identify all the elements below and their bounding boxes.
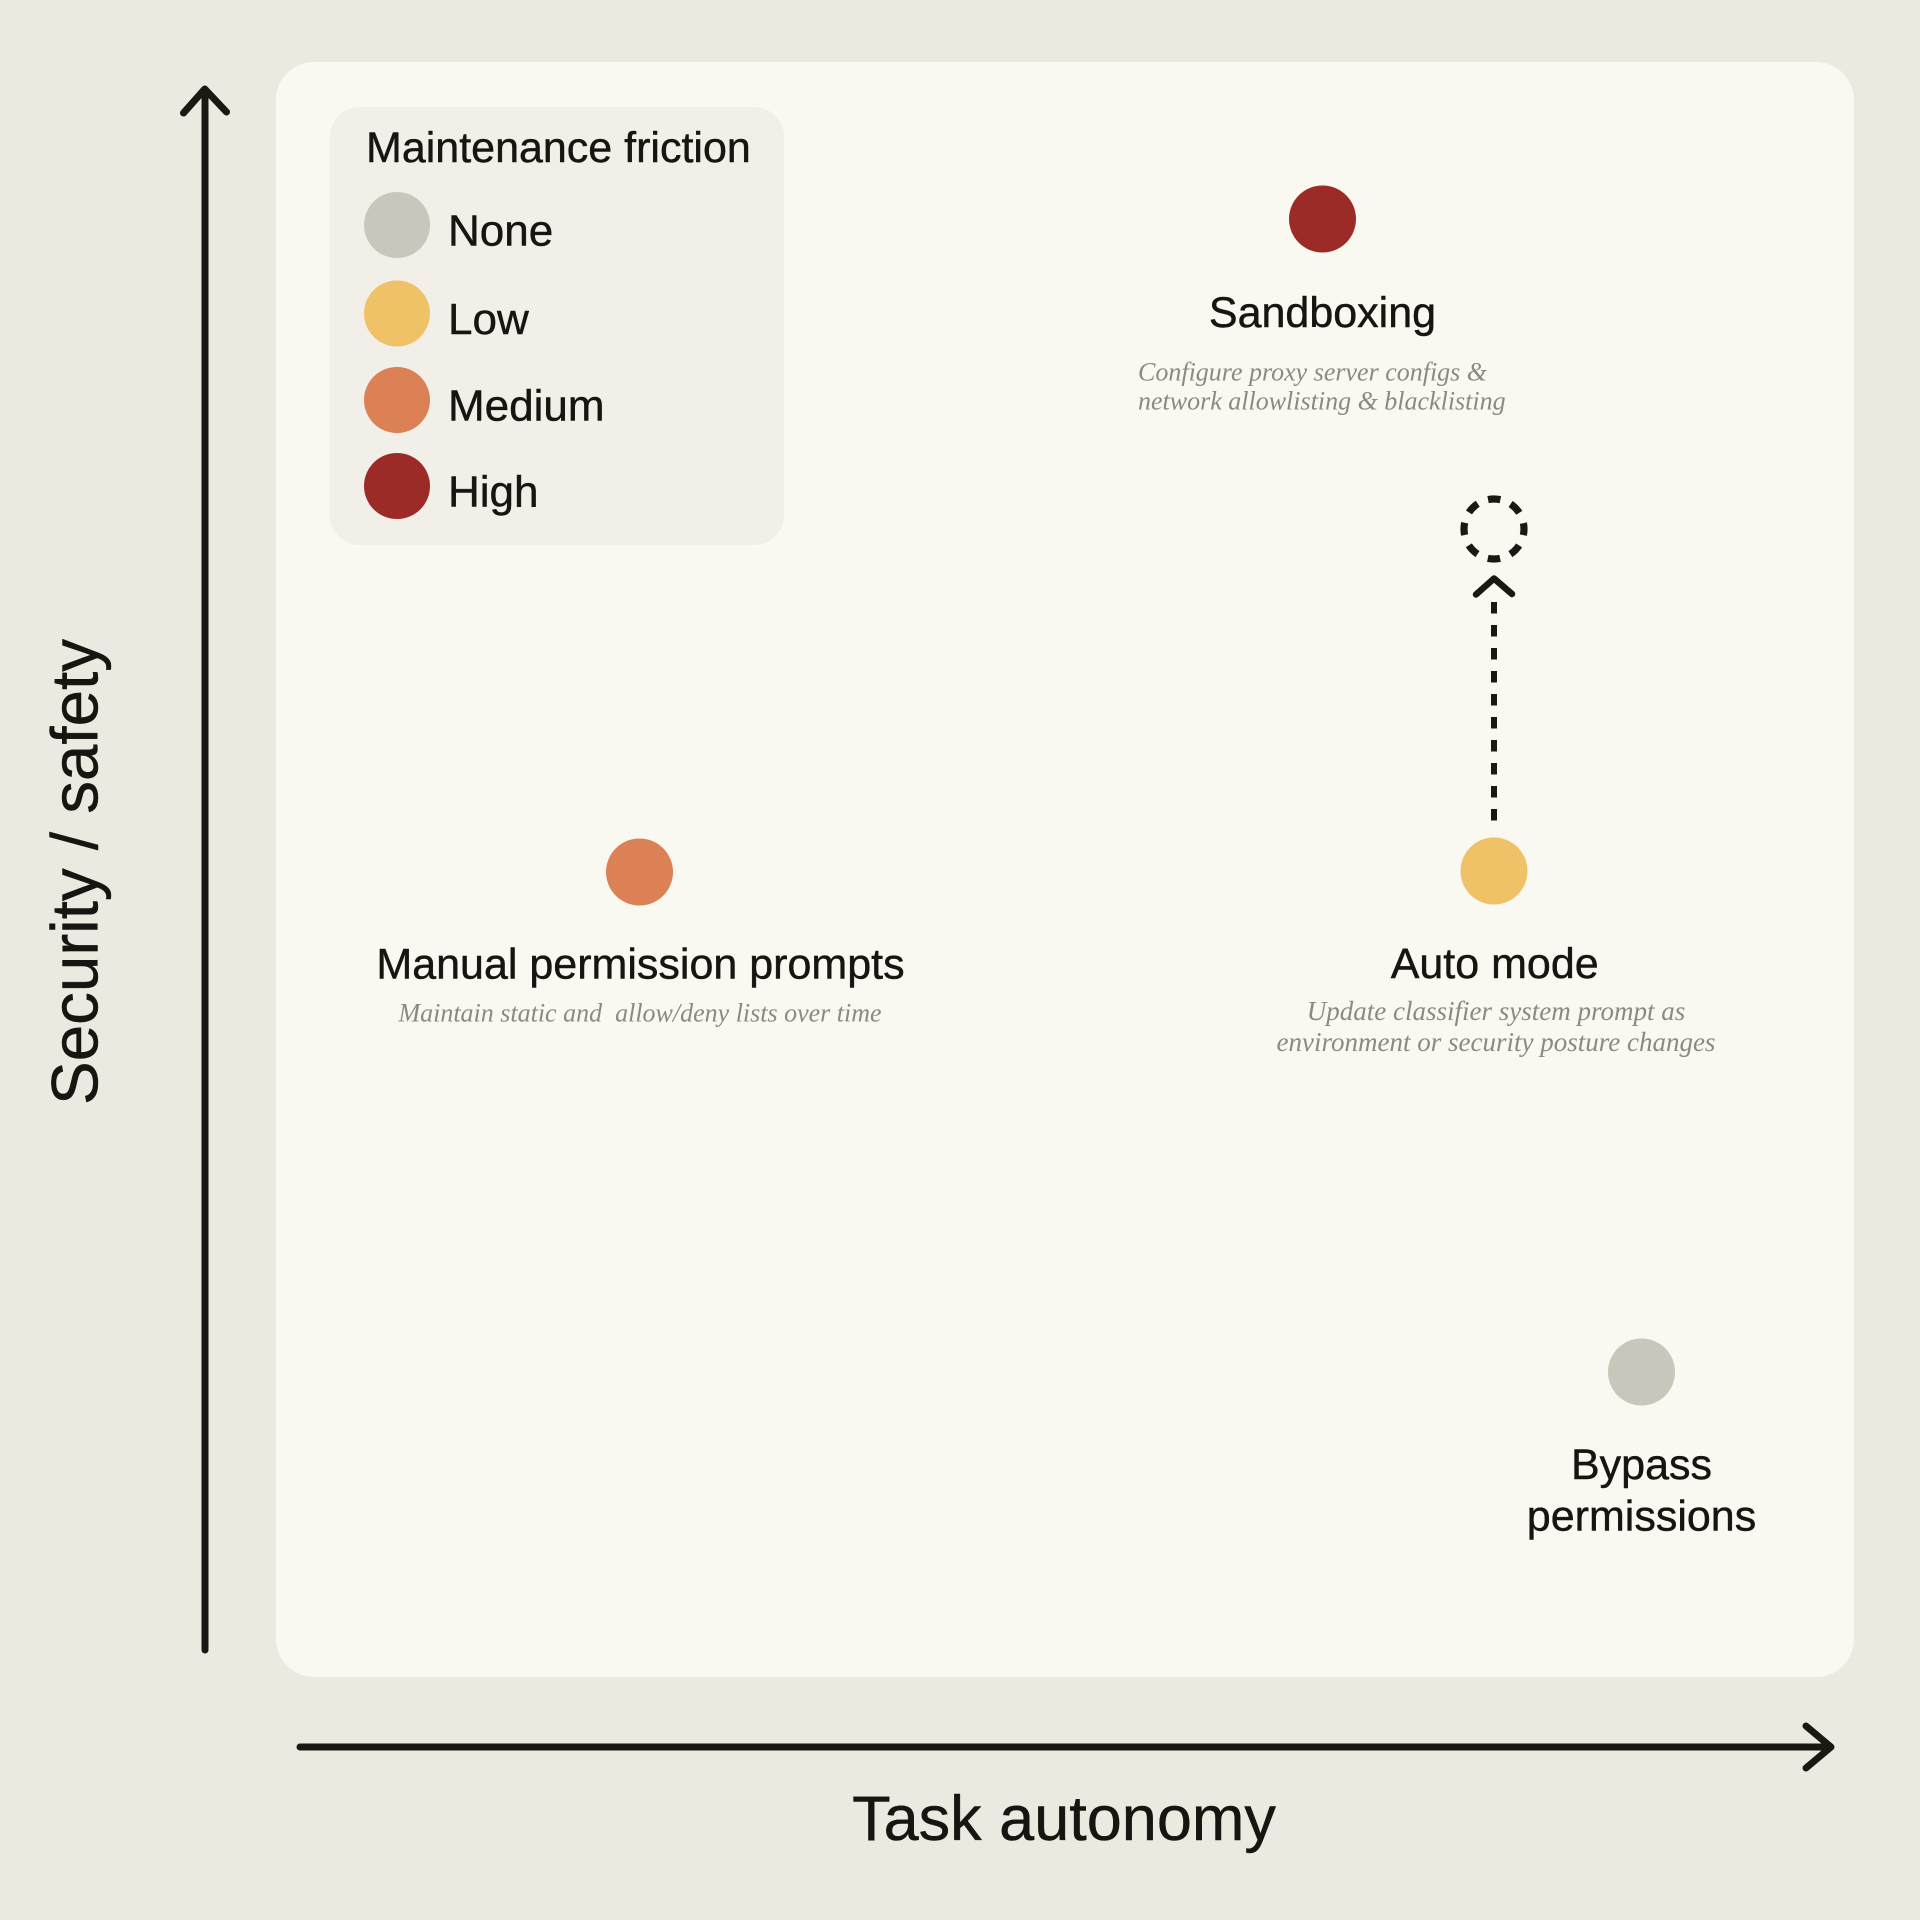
svg-text:Task autonomy: Task autonomy	[852, 1784, 1276, 1854]
svg-text:Bypass: Bypass	[1571, 1441, 1712, 1489]
svg-text:permissions: permissions	[1527, 1493, 1756, 1541]
svg-text:Auto mode: Auto mode	[1391, 940, 1599, 988]
svg-text:Sandboxing: Sandboxing	[1209, 289, 1436, 337]
svg-text:environment or security postur: environment or security posture changes	[1277, 1027, 1716, 1057]
svg-text:Configure proxy server configs: Configure proxy server configs &	[1138, 357, 1488, 386]
svg-text:Maintenance friction: Maintenance friction	[366, 124, 751, 172]
svg-text:Update classifier system promp: Update classifier system prompt as	[1307, 996, 1685, 1026]
svg-text:Maintain static and allow/den: Maintain static and allow/deny lists ove…	[397, 999, 881, 1028]
svg-text:Low: Low	[448, 295, 529, 344]
svg-text:Manual permission prompts: Manual permission prompts	[376, 941, 904, 989]
svg-text:None: None	[448, 207, 553, 256]
svg-text:High: High	[448, 468, 539, 517]
svg-text:network allowlisting & blackli: network allowlisting & blacklisting	[1138, 386, 1506, 415]
svg-text:Security / safety: Security / safety	[39, 639, 112, 1105]
svg-text:Medium: Medium	[448, 382, 605, 431]
